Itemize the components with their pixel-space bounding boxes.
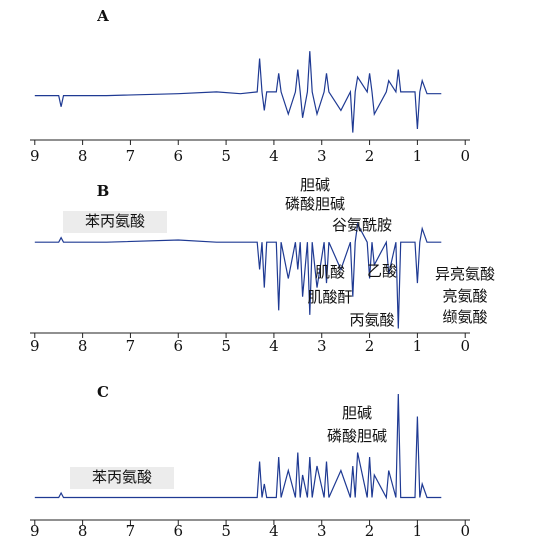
x-tick-label: 5 [221, 337, 231, 355]
x-tick-label: 8 [78, 147, 88, 165]
x-tick-label: 2 [365, 522, 375, 540]
x-tick-label: 4 [269, 337, 279, 355]
x-tick-label: 1 [413, 337, 423, 355]
x-tick-label: 0 [460, 337, 470, 355]
annotation: 谷氨酰胺 [332, 216, 392, 234]
spectrum-line [34, 51, 442, 133]
annotation: 肌酸 [315, 263, 345, 281]
x-tick-label: 0 [460, 522, 470, 540]
x-tick-label: 3 [317, 147, 327, 165]
annotation-bg [70, 467, 174, 489]
x-tick-label: 6 [173, 522, 183, 540]
x-tick-label: 6 [173, 147, 183, 165]
x-tick-label: 1 [413, 522, 423, 540]
x-tick-label: 3 [317, 522, 327, 540]
x-tick-label: 3 [317, 337, 327, 355]
annotation: 胆碱 [342, 404, 372, 422]
annotation: 肌酸酐 [307, 288, 352, 306]
x-tick-label: 7 [126, 337, 136, 355]
x-tick-label: 4 [269, 522, 279, 540]
panel-label: C [97, 383, 109, 401]
x-tick-label: 9 [30, 147, 40, 165]
x-tick-label: 4 [269, 147, 279, 165]
x-tick-label: 7 [126, 147, 136, 165]
x-tick-label: 9 [30, 522, 40, 540]
annotation: 丙氨酸 [349, 311, 394, 329]
annotation: 异亮氨酸 [435, 265, 495, 283]
annotation: 缬氨酸 [442, 308, 487, 326]
panel-label: B [97, 182, 110, 200]
annotation: 胆碱 [300, 176, 330, 194]
annotation: 苯丙氨酸 [85, 212, 145, 230]
x-tick-label: 1 [413, 147, 423, 165]
x-tick-label: 7 [126, 522, 136, 540]
x-tick-label: 2 [365, 147, 375, 165]
spectrum-line [34, 393, 442, 500]
panel-label: A [96, 7, 109, 25]
x-tick-label: 8 [78, 522, 88, 540]
x-tick-label: 5 [221, 147, 231, 165]
x-tick-label: 5 [221, 522, 231, 540]
x-tick-label: 8 [78, 337, 88, 355]
spectrum-line [34, 222, 442, 329]
annotation: 苯丙氨酸 [92, 468, 152, 486]
x-tick-label: 9 [30, 337, 40, 355]
annotation: 亮氨酸 [442, 287, 487, 305]
x-tick-label: 0 [460, 147, 470, 165]
annotation-bg [63, 211, 167, 233]
annotation: 磷酸胆碱 [327, 427, 387, 445]
x-tick-label: 2 [365, 337, 375, 355]
annotation: 乙酸 [367, 262, 397, 280]
x-tick-label: 6 [173, 337, 183, 355]
annotation: 磷酸胆碱 [285, 195, 345, 213]
